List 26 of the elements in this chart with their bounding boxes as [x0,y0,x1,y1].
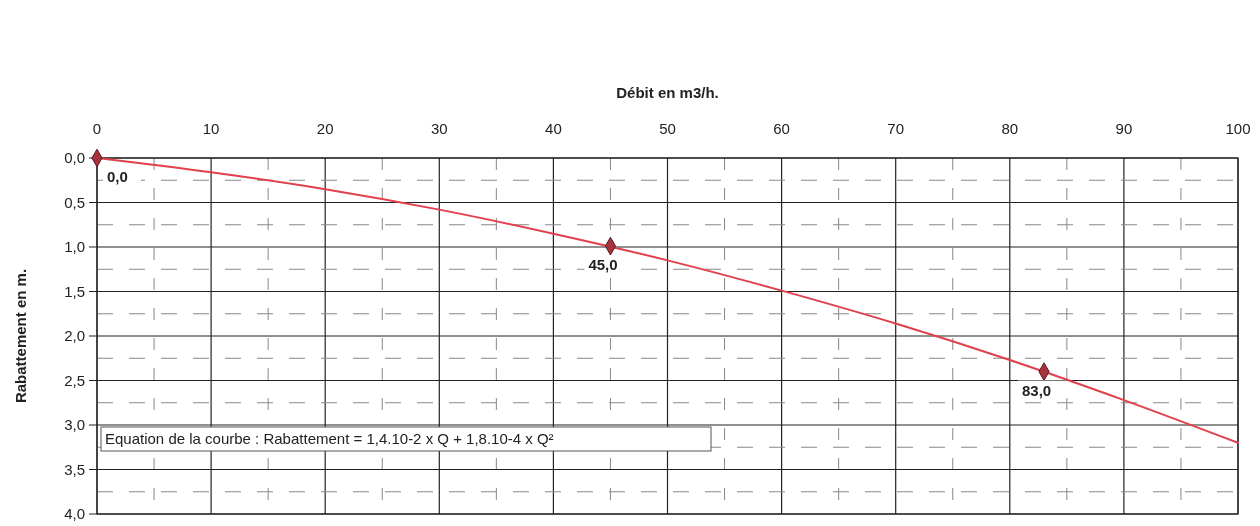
x-tick-label: 10 [202,120,220,137]
x-tick-label: 30 [430,120,448,137]
y-tick-label: 0,5 [64,193,85,211]
y-tick-label: 2,0 [64,327,85,345]
x-tick-label: 90 [1115,120,1133,137]
y-tick-label: 4,0 [64,505,85,523]
x-tick-label: 100 [1225,120,1251,137]
y-tick-label: 3,5 [64,460,85,478]
annotation: 45,0 [588,256,618,274]
x-tick-label: 50 [659,120,676,137]
x-tick-label: 60 [773,120,790,137]
y-axis-title: Rabattement en m. [12,268,29,404]
x-tick-label: 70 [887,120,905,137]
y-tick-label: 1,5 [64,282,85,300]
x-tick-label: 40 [545,120,562,137]
annotation: 0,0 [107,168,128,185]
x-tick-label: 20 [316,120,334,137]
x-tick-label: 80 [1001,120,1019,137]
y-tick-label: 3,0 [64,416,85,434]
x-axis-title: Débit en m3/h. [616,84,719,101]
annotation: 83,0 [1022,381,1052,399]
annotation: Equation de la courbe : Rabattement = 1,4.10-2 x Q + 1,8.10-4 x Q² [105,430,554,447]
y-tick-label: 1,0 [64,238,85,256]
x-tick-label: 0 [92,120,102,137]
y-tick-label: 2,5 [64,371,85,389]
y-tick-label: 0,0 [64,149,85,167]
